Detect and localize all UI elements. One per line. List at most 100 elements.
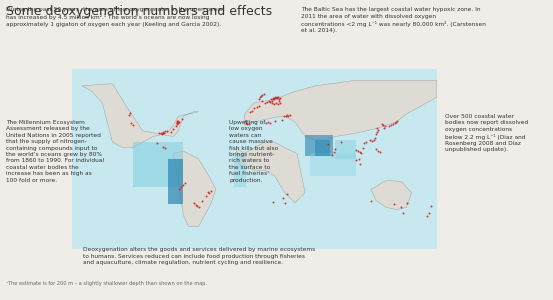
Point [264, 98, 273, 103]
Point [374, 127, 383, 132]
Point [248, 108, 257, 113]
Polygon shape [82, 84, 199, 148]
Point [270, 95, 279, 100]
Point [330, 150, 339, 155]
Point [273, 95, 282, 100]
Point [275, 100, 284, 105]
Point [204, 189, 212, 194]
Point [278, 196, 287, 201]
Point [271, 96, 280, 100]
Point [206, 188, 215, 193]
Point [373, 130, 382, 134]
Point [272, 95, 281, 100]
Point [283, 113, 291, 118]
Point [371, 135, 379, 140]
Polygon shape [234, 153, 246, 187]
Point [285, 113, 294, 118]
Point [255, 97, 264, 102]
Point [403, 200, 412, 205]
Point [175, 187, 184, 192]
Point [270, 96, 279, 100]
Point [424, 211, 433, 215]
Point [173, 121, 182, 125]
Point [167, 130, 176, 134]
Point [258, 98, 267, 103]
Point [373, 125, 382, 130]
Polygon shape [168, 159, 184, 204]
Point [422, 214, 431, 219]
Polygon shape [236, 142, 305, 203]
Point [379, 123, 388, 128]
Point [283, 114, 292, 118]
Point [158, 132, 166, 137]
Point [374, 149, 383, 154]
Point [174, 121, 182, 125]
Point [253, 105, 262, 110]
Point [271, 100, 280, 105]
Point [380, 124, 389, 129]
Point [256, 95, 265, 100]
Point [385, 124, 394, 129]
Text: The Millennium Ecosystem
Assessment released by the
United Nations in 2005 repor: The Millennium Ecosystem Assessment rele… [6, 120, 103, 183]
Polygon shape [336, 140, 356, 159]
Point [173, 118, 182, 123]
Point [399, 211, 408, 215]
Point [257, 94, 266, 98]
Point [174, 118, 182, 123]
Point [353, 149, 362, 154]
Point [177, 185, 186, 190]
Point [128, 123, 137, 128]
Point [351, 148, 360, 152]
Point [392, 119, 401, 124]
Point [274, 97, 283, 102]
Point [125, 110, 134, 115]
Point [331, 146, 340, 151]
Point [375, 150, 384, 155]
Point [194, 205, 203, 210]
Point [163, 128, 171, 133]
Point [197, 198, 206, 203]
Point [366, 137, 374, 142]
Point [359, 141, 368, 146]
Point [356, 150, 364, 155]
Point [261, 121, 270, 125]
Point [159, 130, 168, 134]
Point [155, 131, 164, 136]
Point [153, 141, 161, 146]
Point [351, 158, 360, 163]
Point [259, 91, 268, 96]
Point [328, 152, 337, 157]
Point [272, 96, 281, 100]
Point [380, 125, 389, 130]
Point [280, 200, 289, 205]
Polygon shape [310, 153, 356, 176]
Point [426, 204, 435, 209]
Text: Upwelling of
low oxygen
waters can
cause massive
fish kills but also
brings nutr: Upwelling of low oxygen waters can cause… [229, 120, 279, 183]
Point [378, 122, 387, 127]
Point [258, 92, 267, 97]
Polygon shape [173, 151, 216, 226]
Point [159, 131, 168, 136]
Point [262, 99, 271, 104]
Text: Over 500 coastal water
bodies now report dissolved
oxygen concentrations
below 2: Over 500 coastal water bodies now report… [445, 114, 528, 152]
Point [266, 97, 275, 102]
Point [391, 121, 400, 125]
Polygon shape [133, 142, 184, 187]
Point [263, 119, 272, 124]
Point [160, 131, 169, 136]
Point [275, 96, 284, 100]
Point [246, 109, 255, 114]
Point [268, 96, 277, 100]
Point [250, 106, 259, 111]
Point [390, 202, 399, 206]
Point [367, 198, 375, 203]
Point [368, 139, 377, 143]
Point [277, 117, 286, 122]
Point [372, 146, 380, 151]
Point [260, 100, 269, 105]
Point [255, 104, 264, 109]
Text: ¹The estimate is for 200 m – a slightly shallower depth than shown on the map.: ¹The estimate is for 200 m – a slightly … [6, 280, 206, 286]
Point [279, 114, 288, 118]
Point [172, 124, 181, 129]
Point [192, 204, 201, 209]
